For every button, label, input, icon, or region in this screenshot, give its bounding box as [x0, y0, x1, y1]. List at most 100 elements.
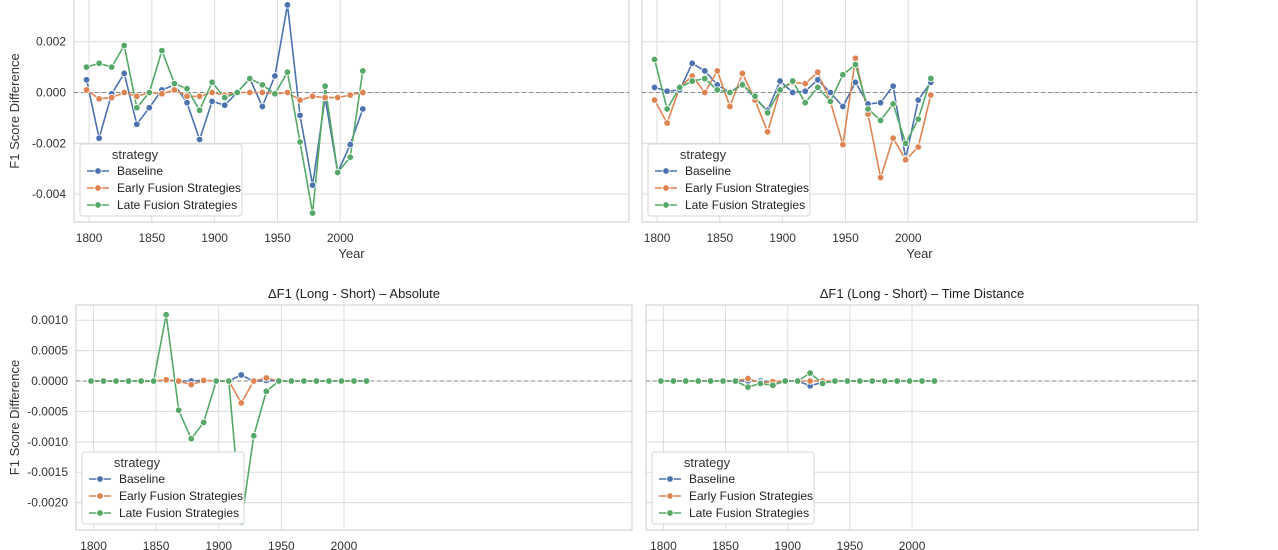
data-point: [170, 86, 179, 94]
data-point: [145, 104, 154, 112]
data-point: [246, 74, 254, 83]
data-point: [763, 109, 772, 117]
data-point: [864, 105, 872, 113]
y-tick-label: 0.002: [36, 35, 66, 49]
data-point: [225, 377, 233, 385]
x-axis-label: Year: [906, 246, 933, 261]
data-point: [806, 377, 814, 385]
data-point: [95, 134, 103, 142]
data-point: [839, 102, 847, 111]
data-point: [701, 74, 709, 83]
data-point: [801, 98, 809, 107]
data-point: [776, 86, 784, 94]
legend-marker: [96, 509, 104, 517]
data-point: [806, 369, 814, 377]
x-tick-label: 1950: [264, 231, 291, 245]
x-tick-label: 1950: [832, 231, 859, 245]
legend-title: strategy: [114, 455, 161, 470]
data-point: [930, 377, 939, 385]
data-point: [195, 106, 204, 114]
data-point: [793, 377, 802, 385]
data-point: [283, 68, 292, 76]
x-tick-label: 1800: [76, 231, 103, 245]
data-point: [174, 406, 183, 414]
data-point: [359, 67, 367, 75]
data-point: [914, 115, 922, 123]
legend: strategy Baseline Early Fusion Strategies L…: [79, 143, 243, 217]
data-point: [650, 55, 659, 64]
data-point: [905, 377, 914, 385]
data-point: [756, 379, 765, 388]
x-tick-label: 1950: [837, 539, 864, 550]
x-tick-label: 1850: [706, 231, 733, 245]
data-point: [296, 111, 304, 120]
x-tick-label: 1900: [769, 231, 796, 245]
data-point: [233, 88, 241, 97]
data-point: [776, 77, 784, 85]
legend-entry: Early Fusion Strategies: [689, 489, 813, 503]
legend-entry: Early Fusion Strategies: [117, 181, 241, 195]
data-point: [814, 76, 822, 84]
data-point: [876, 98, 885, 107]
data-point: [325, 377, 333, 385]
data-point: [769, 381, 777, 389]
data-point: [731, 377, 740, 385]
legend-marker: [666, 492, 674, 500]
data-point: [162, 376, 170, 384]
data-point: [927, 91, 935, 99]
x-tick-label: 1850: [143, 539, 170, 550]
data-point: [133, 92, 141, 101]
data-point: [918, 377, 926, 385]
legend-marker: [662, 184, 670, 192]
legend-box: [81, 451, 245, 525]
data-point: [95, 59, 103, 67]
legend-marker: [662, 167, 670, 175]
data-point: [738, 81, 747, 89]
data-point: [346, 91, 354, 99]
data-point: [675, 83, 684, 92]
x-tick-label: 1950: [268, 539, 295, 550]
x-axis-label: Year: [338, 246, 365, 261]
legend-title: strategy: [684, 455, 731, 470]
data-point: [112, 377, 120, 385]
data-point: [663, 105, 671, 113]
x-tick-label: 1800: [80, 539, 107, 550]
legend-marker: [96, 475, 104, 483]
x-tick-label: 1800: [644, 231, 671, 245]
data-point: [839, 71, 847, 79]
data-point: [200, 376, 208, 385]
y-tick-label: -0.0015: [27, 465, 68, 479]
data-point: [682, 377, 690, 385]
data-point: [250, 432, 258, 440]
data-point: [814, 83, 822, 92]
data-point: [362, 377, 371, 385]
data-point: [889, 100, 897, 108]
data-point: [183, 84, 191, 93]
legend-entry: Late Fusion Strategies: [119, 506, 239, 520]
data-point: [826, 88, 835, 97]
data-point: [187, 380, 195, 389]
legend-entry: Early Fusion Strategies: [685, 181, 809, 195]
data-point: [133, 120, 141, 128]
data-point: [283, 1, 292, 9]
data-point: [158, 90, 166, 98]
data-point: [237, 399, 245, 407]
data-point: [308, 181, 317, 189]
data-point: [719, 377, 727, 385]
x-tick-label: 1900: [205, 539, 232, 550]
x-tick-label: 2000: [331, 539, 358, 550]
chart-panel-4: 1800 1850 1900 1950 2000 ΔF1 (Long - Short) –…: [645, 286, 1199, 550]
data-point: [82, 63, 91, 71]
data-point: [713, 67, 722, 75]
x-tick-label: 1800: [650, 539, 677, 550]
data-point: [669, 377, 678, 385]
y-tick-label: -0.0010: [27, 435, 68, 449]
data-point: [881, 377, 889, 385]
data-point: [901, 139, 910, 147]
data-point: [876, 116, 885, 125]
data-point: [663, 87, 671, 95]
y-tick-label: 0.000: [36, 85, 66, 99]
data-point: [337, 377, 346, 385]
data-point: [107, 63, 116, 71]
